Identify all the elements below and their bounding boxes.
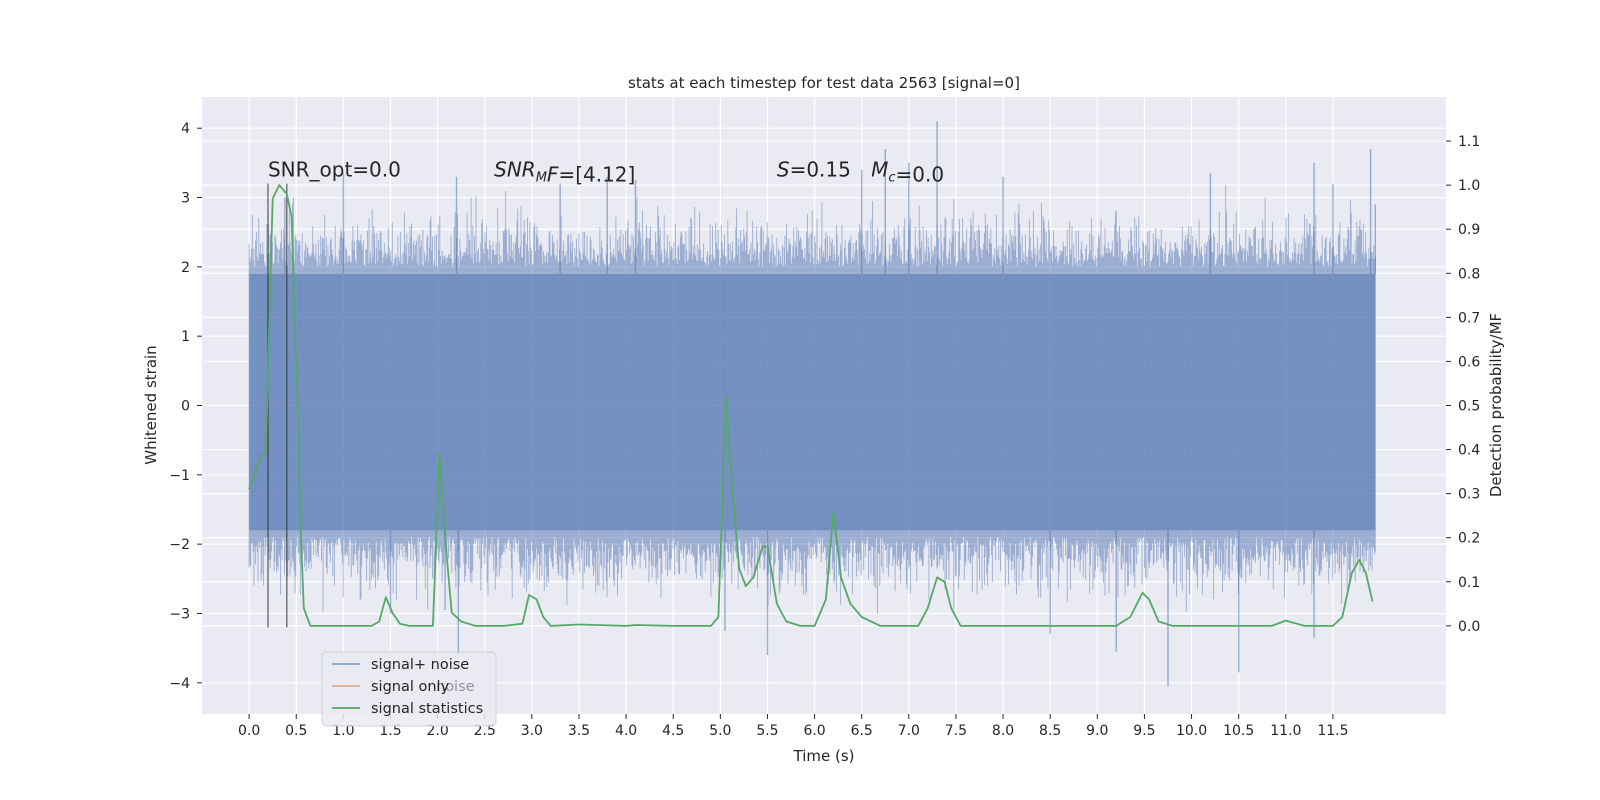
y-left-tick-label: 2 [181,260,190,276]
y-right-tick-label: 0.4 [1458,443,1480,459]
x-tick-label: 7.5 [945,723,967,739]
legend-label: signal only [371,679,450,695]
x-tick-label: 11.0 [1270,723,1301,739]
x-tick-label: 3.0 [521,723,543,739]
y-right-tick-label: 0.6 [1458,354,1480,370]
y-right-tick-label: 0.1 [1458,575,1480,591]
chart-title: stats at each timestep for test data 256… [628,74,1020,92]
x-tick-label: 11.5 [1317,723,1348,739]
x-tick-label: 2.5 [474,723,496,739]
noise-samples [248,185,1376,614]
x-tick-label: 8.0 [992,723,1014,739]
y-left-tick-label: −3 [169,606,190,622]
x-axis: 0.0 0.5 1.0 1.5 2.0 2.5 3.0 3.5 4.0 4.5 5.0 5.5 6.0 6… [238,714,1348,739]
x-tick-label: 2.0 [426,723,448,739]
series-signal-statistics [248,184,1374,627]
legend: signal+ noise signal only signal statistic… [321,651,497,727]
y-left-tick-label: −1 [169,468,190,484]
x-axis-label: Time (s) [793,747,855,765]
x-tick-label: 8.5 [1039,723,1061,739]
annotation-s_stat: S=0.15 [777,158,851,182]
annotation-snr_mf: SNRMF=[4.12] [494,158,635,187]
y-right-tick-label: 0.7 [1458,310,1480,326]
x-tick-label: 10.0 [1176,723,1207,739]
y-right-tick-label: 0.2 [1458,531,1480,547]
y-right-tick-label: 0.5 [1458,399,1480,415]
y-left-tick-label: 0 [181,399,190,415]
y-axis-left-label: Whitened strain [142,345,160,464]
legend-label: signal+ noise [371,657,469,673]
y-right-tick-label: 0.9 [1458,222,1480,238]
x-tick-label: 4.0 [615,723,637,739]
legend-hidden-fragment: noise [436,679,475,695]
y-axis-right: 0.0 0.1 0.2 0.3 0.4 0.5 0.6 0.7 0.8 0.9 1.0 1.1 [1446,134,1480,635]
y-axis-left: −4 −3 −2 −1 0 1 2 3 4 [169,121,202,692]
y-axis-right-label: Detection probability/MF [1487,313,1505,497]
x-tick-label: 1.5 [379,723,401,739]
y-right-tick-label: 0.3 [1458,487,1480,503]
signal-statistics-line [248,184,1374,627]
x-tick-label: 0.5 [285,723,307,739]
x-tick-label: 5.0 [709,723,731,739]
x-tick-label: 4.5 [662,723,684,739]
y-right-tick-label: 1.1 [1458,134,1480,150]
y-left-tick-label: −2 [169,537,190,553]
legend-label: signal statistics [371,701,483,717]
x-tick-label: 3.5 [568,723,590,739]
annotation-snr_opt: SNR_opt=0.0 [268,158,401,182]
x-tick-label: 9.0 [1086,723,1108,739]
y-right-tick-label: 0.0 [1458,619,1480,635]
noise-extreme-spikes [284,121,1376,687]
legend-box [321,651,497,727]
x-tick-label: 6.5 [851,723,873,739]
x-tick-label: 9.5 [1133,723,1155,739]
x-tick-label: 10.5 [1223,723,1254,739]
series-signal-noise [248,121,1376,687]
y-right-tick-label: 0.8 [1458,266,1480,282]
x-tick-label: 1.0 [332,723,354,739]
x-tick-label: 7.0 [898,723,920,739]
y-left-tick-label: 4 [181,121,190,137]
y-right-tick-label: 1.0 [1458,178,1480,194]
y-left-tick-label: 3 [181,191,190,207]
x-tick-label: 0.0 [238,723,260,739]
x-tick-label: 5.5 [756,723,778,739]
annotation-mc: Mc=0.0 [871,158,944,187]
y-left-tick-label: −4 [169,676,190,692]
x-tick-label: 6.0 [803,723,825,739]
annotations: SNR_opt=0.0 SNRMF=[4.12] S=0.15 Mc=0.0 [268,158,944,187]
y-left-tick-label: 1 [181,329,190,345]
